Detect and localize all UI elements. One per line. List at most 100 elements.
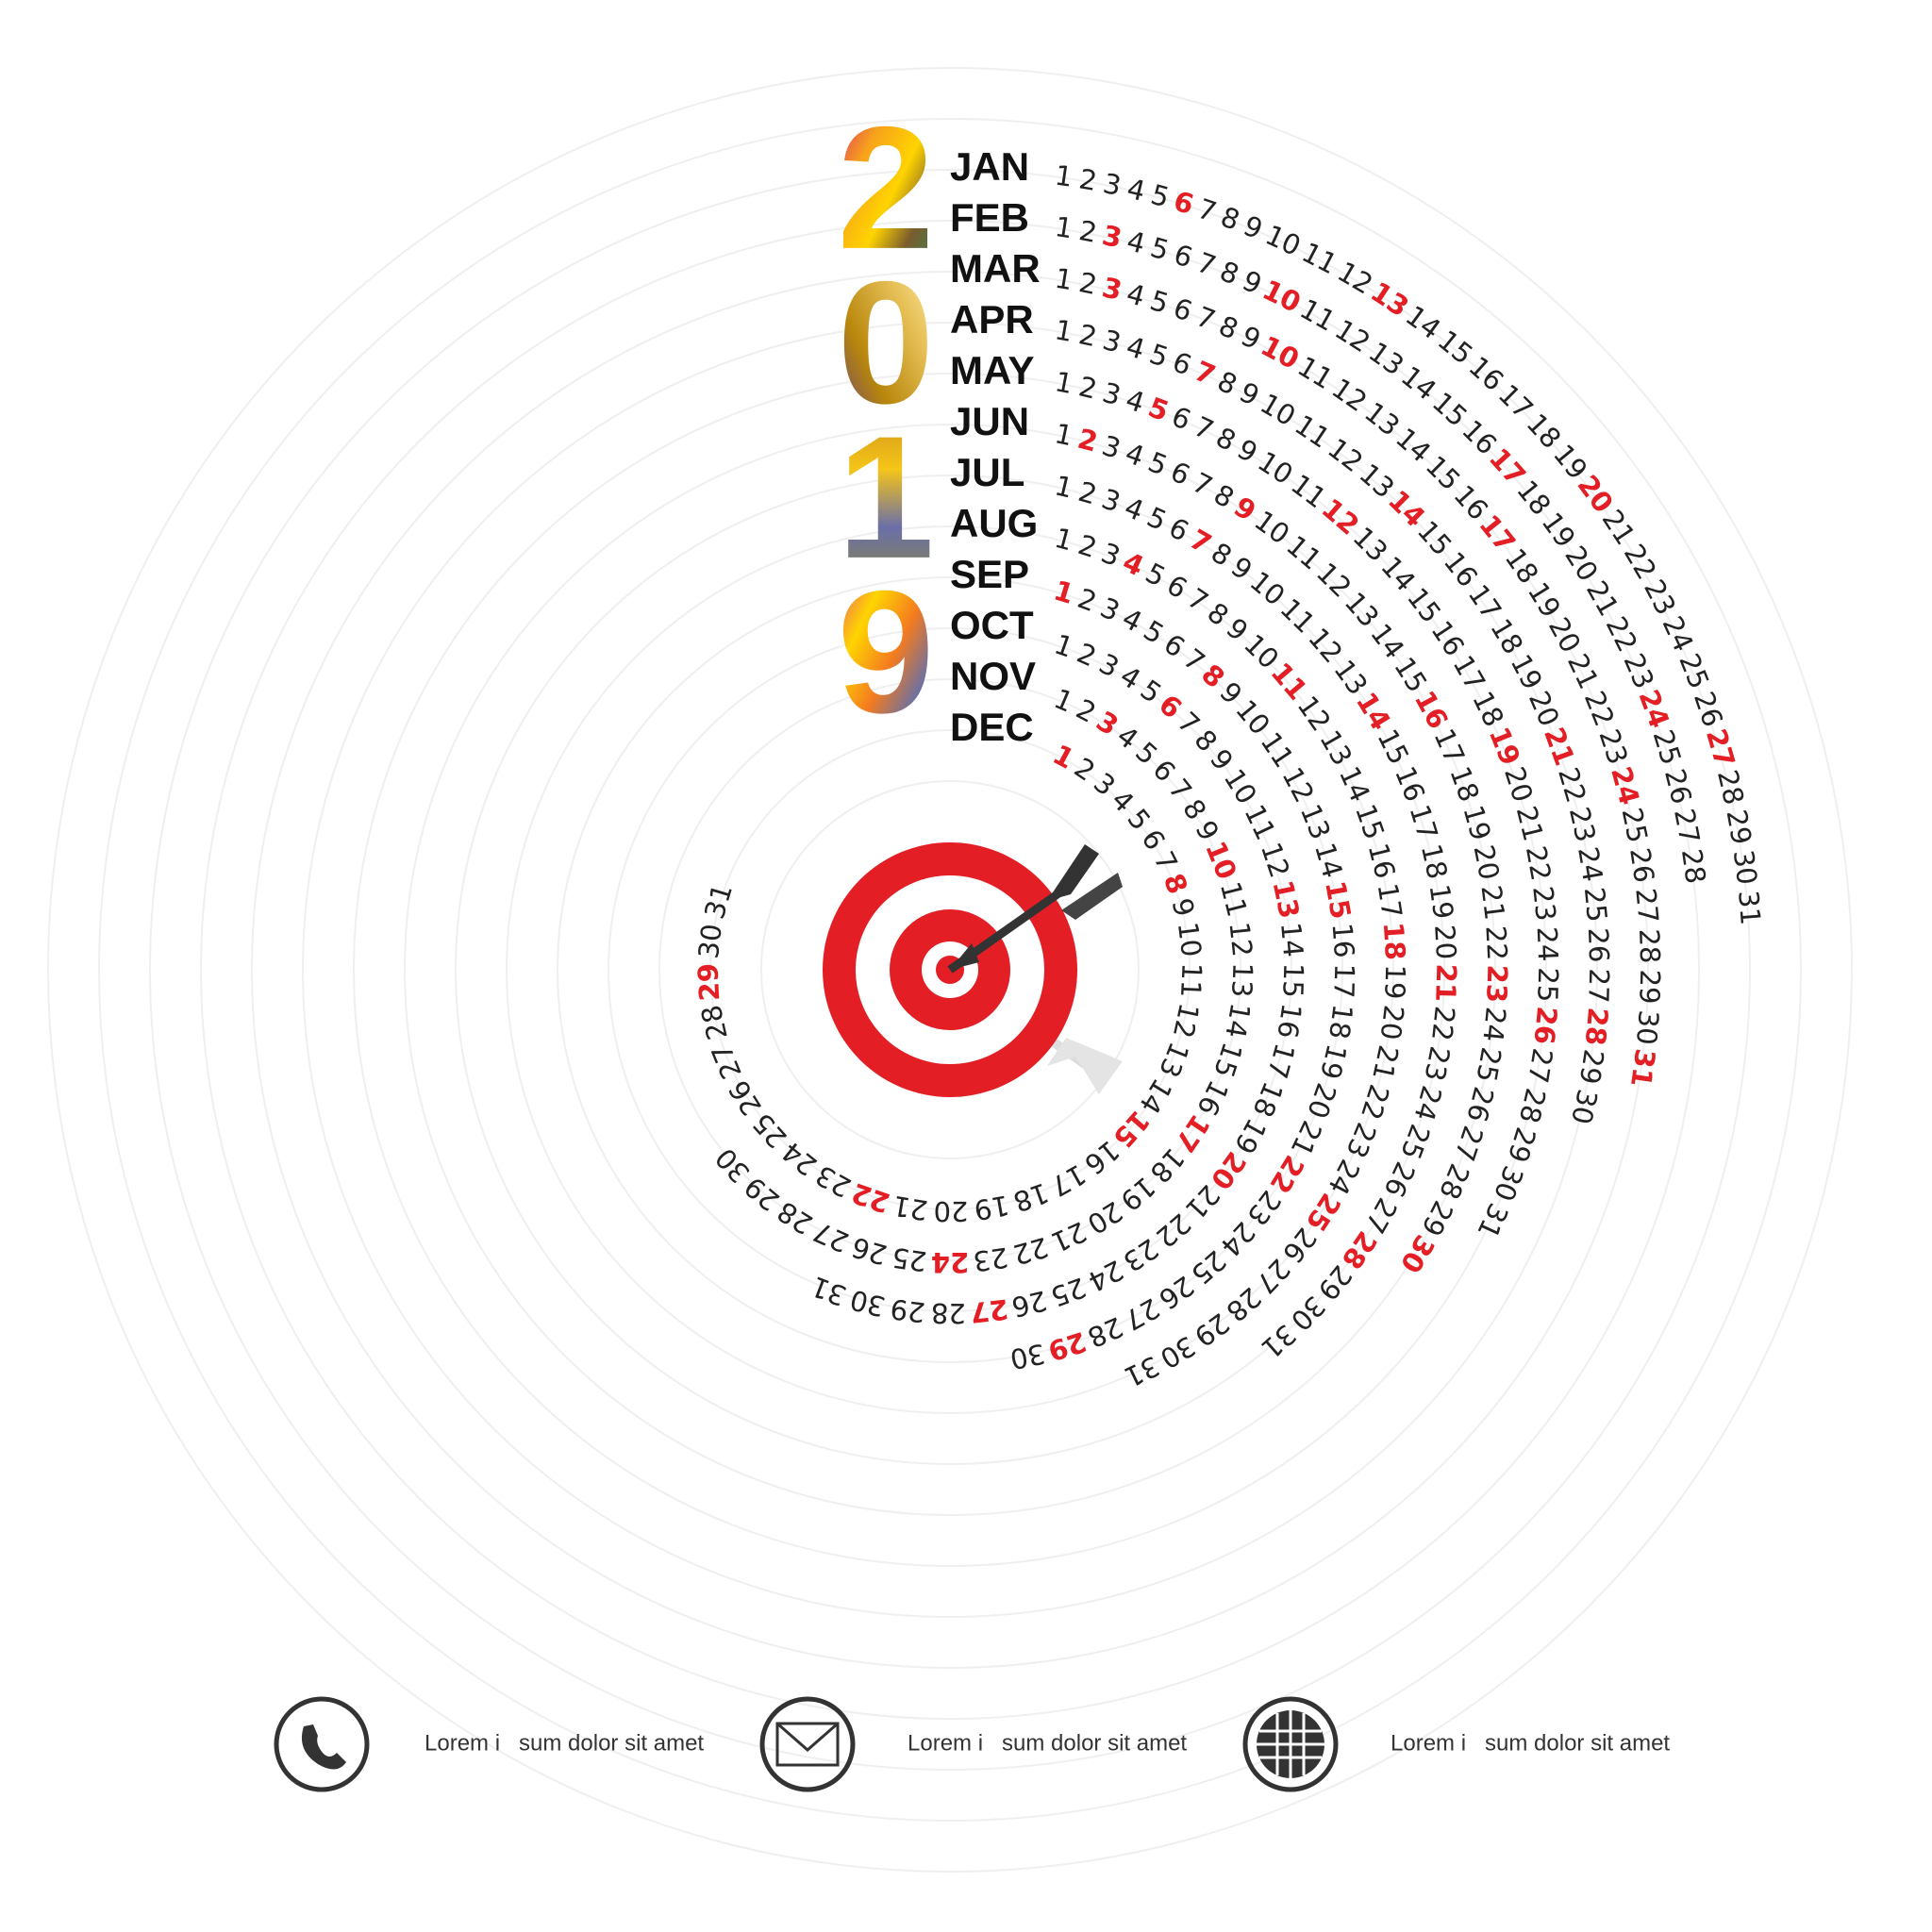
day: 21 <box>1580 575 1625 622</box>
day: 17 <box>1372 881 1408 921</box>
day: 28 <box>931 1297 966 1329</box>
day: 2 <box>1076 318 1100 353</box>
day: 30 <box>1565 1087 1604 1127</box>
day: 7 <box>1193 246 1221 282</box>
day: 1 <box>1050 682 1078 719</box>
day: 13 <box>1266 877 1306 921</box>
day: 28 <box>695 1002 734 1042</box>
day: 22 <box>1355 1081 1395 1124</box>
background-ring <box>658 678 1241 1261</box>
month-label: JAN <box>950 144 1029 189</box>
day: 2 <box>1074 582 1101 618</box>
day: 6 <box>1170 291 1197 327</box>
day: 6 <box>1170 185 1197 221</box>
arrow-fletching <box>1061 873 1123 920</box>
day: 28 <box>1083 1310 1127 1354</box>
day: 4 <box>1124 277 1149 313</box>
day: 20 <box>1558 541 1605 587</box>
day: 20 <box>1374 1004 1410 1042</box>
day: 16 <box>1362 840 1402 881</box>
day: 31 <box>1624 1047 1661 1090</box>
day: 3 <box>1098 482 1124 518</box>
day: 7 <box>1191 300 1220 336</box>
day: 17 <box>1447 650 1492 696</box>
day: 25 <box>1616 805 1655 845</box>
day: 16 <box>1424 615 1471 662</box>
day: 5 <box>1147 178 1173 214</box>
day: 3 <box>1101 167 1124 202</box>
day: 6 <box>1168 345 1195 381</box>
month-label: MAY <box>950 348 1034 392</box>
day: 1 <box>1053 158 1074 192</box>
day: 25 <box>1647 725 1688 768</box>
day: 28 <box>1711 767 1751 808</box>
day: 1 <box>1053 210 1074 244</box>
day: 28 <box>1579 1006 1614 1046</box>
day: 13 <box>1153 1038 1195 1082</box>
day: 29 <box>691 962 725 1002</box>
day: 22 <box>1578 687 1621 731</box>
day: 3 <box>1099 271 1125 307</box>
day: 14 <box>1219 1001 1257 1041</box>
day: 11 <box>1297 236 1342 280</box>
day: 24 <box>1407 1082 1448 1124</box>
day: 20 <box>1467 842 1506 883</box>
day: 8 <box>1214 309 1242 346</box>
day: 30 <box>1488 1161 1530 1206</box>
day: 27 <box>1700 725 1741 771</box>
day: 29 <box>1633 969 1666 1005</box>
contact-text: Lorem i sum dolor sit amet <box>425 1730 704 1756</box>
day: 13 <box>1225 962 1258 998</box>
day: 16 <box>1271 1002 1307 1041</box>
footer: Lorem i sum dolor sit amet Lorem i sum d… <box>274 1696 1670 1792</box>
day: 30 <box>1394 1229 1441 1278</box>
day: 23 <box>1526 885 1562 923</box>
year-digit: 1 <box>838 401 935 595</box>
day: 26 <box>1153 1270 1200 1316</box>
day: 30 <box>1008 1337 1048 1375</box>
day: 21 <box>1510 803 1550 844</box>
day: 15 <box>1276 962 1309 998</box>
envelope-flap <box>776 1722 839 1752</box>
day: 21 <box>1561 649 1605 694</box>
day: 19 <box>1522 576 1567 623</box>
background-ring <box>506 525 1394 1414</box>
day: 22 <box>1009 1231 1052 1272</box>
arrow-shadow-fletching <box>1047 1038 1123 1094</box>
day: 23 <box>1118 1232 1165 1278</box>
day: 6 <box>1167 400 1195 436</box>
background-ring <box>47 67 1853 1873</box>
arrow-fletching <box>1047 844 1099 901</box>
day: 5 <box>1143 445 1172 481</box>
day: 26 <box>723 1074 768 1121</box>
day: 29 <box>1502 1124 1542 1166</box>
day: 11 <box>1255 726 1301 774</box>
day: 16 <box>1408 686 1455 735</box>
day: 20 <box>1498 763 1540 807</box>
day: 23 <box>1340 1118 1383 1162</box>
day: 26 <box>1527 1005 1563 1045</box>
background-ring <box>302 322 1598 1618</box>
day: 29 <box>1720 808 1757 847</box>
day: 22 <box>1600 611 1644 657</box>
day: 31 <box>1119 1350 1164 1394</box>
year-digit: 2 <box>838 92 935 286</box>
day: 21 <box>1046 1215 1091 1258</box>
day: 27 <box>1522 1046 1558 1086</box>
month-label: APR <box>950 297 1034 341</box>
day: 31 <box>698 880 739 923</box>
day: 26 <box>1658 766 1698 808</box>
day: 24 <box>931 1246 969 1278</box>
day: 31 <box>1471 1198 1514 1243</box>
day: 11 <box>1214 878 1254 920</box>
day: 18 <box>1009 1176 1053 1218</box>
day: 12 <box>1255 839 1296 882</box>
day: 26 <box>1460 1084 1500 1125</box>
day: 2 <box>1076 214 1099 249</box>
day: 16 <box>1325 922 1360 958</box>
day: 23 <box>1563 804 1602 845</box>
day: 12 <box>1223 921 1258 958</box>
day: 12 <box>1275 762 1320 808</box>
day: 1 <box>1050 628 1077 664</box>
day: 22 <box>1479 924 1513 961</box>
